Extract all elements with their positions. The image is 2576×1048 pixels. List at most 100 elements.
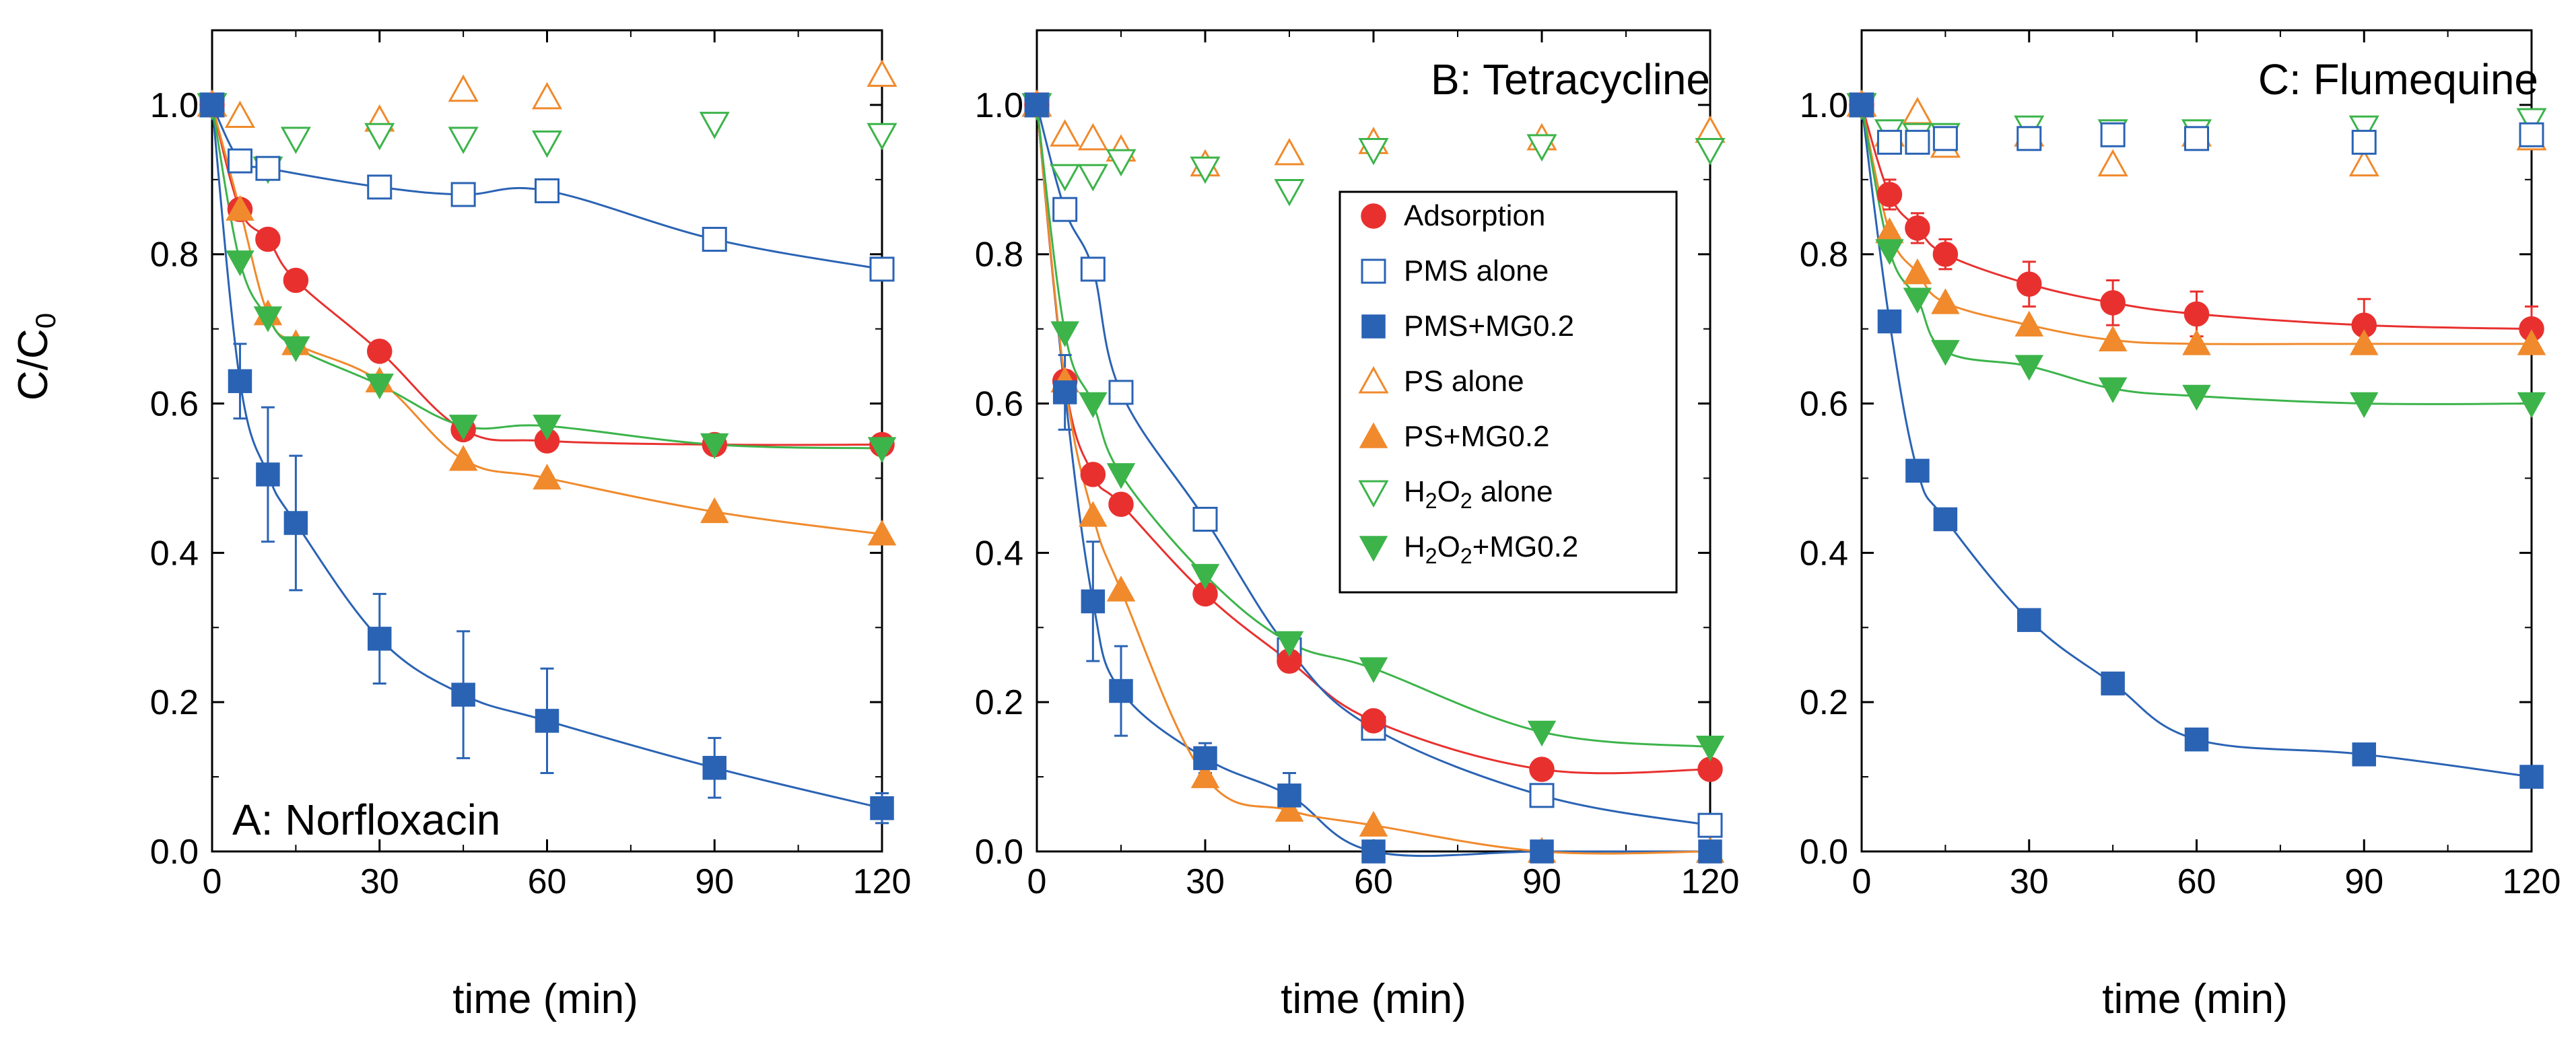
data-point-h2o2_mg — [1875, 239, 1904, 265]
legend-marker-h2o2_alone — [1358, 480, 1389, 508]
legend-label-ps_alone: PS alone — [1404, 365, 1524, 398]
data-point-pms_mg — [2519, 765, 2544, 789]
data-point-pms_alone — [1932, 126, 1958, 151]
y-tick-label: 0.4 — [975, 534, 1023, 573]
data-point-h2o2_mg — [2098, 377, 2128, 403]
data-point-ps_mg — [1875, 217, 1904, 244]
data-point-ps_alone — [531, 81, 563, 110]
legend-label-sub: 2 — [1460, 544, 1472, 568]
data-point-ps_mg — [448, 445, 478, 471]
data-point-ps_alone — [1902, 96, 1933, 125]
data-point-h2o2_mg — [226, 250, 255, 277]
data-point-ps_alone — [2097, 149, 2128, 177]
legend-label-part: O — [1437, 530, 1460, 563]
y-tick-label: 0.8 — [150, 236, 199, 275]
data-point-ps_mg — [700, 497, 729, 524]
data-point-h2o2_alone — [1526, 134, 1557, 162]
x-axis-title-c: time (min) — [2102, 976, 2288, 1022]
data-point-h2o2_alone — [1695, 137, 1726, 166]
legend-marker-ps_mg — [1359, 422, 1388, 448]
x-tick-label: 120 — [1681, 862, 1740, 901]
data-point-pms_mg — [1698, 839, 1722, 864]
data-point-pms_mg — [2352, 742, 2376, 767]
y-tick-label: 0.6 — [975, 385, 1023, 424]
data-point-pms_alone — [1697, 812, 1723, 838]
legend-label-adsorption: Adsorption — [1404, 199, 1545, 232]
data-point-pms_mg — [1277, 783, 1301, 808]
data-point-h2o2_mg — [2014, 355, 2044, 381]
data-point-h2o2_mg — [1359, 657, 1388, 683]
legend-label-ps_mg: PS+MG0.2 — [1404, 420, 1549, 453]
data-point-adsorption — [1932, 241, 1959, 267]
panel-title-b: B: Tetracycline — [1431, 55, 1710, 104]
legend-label-pms_alone: PMS alone — [1404, 254, 1549, 287]
legend-marker-h2o2_mg — [1359, 536, 1388, 562]
data-point-adsorption — [283, 267, 309, 293]
data-point-h2o2_alone — [2348, 115, 2379, 143]
data-point-pms_alone — [367, 174, 393, 200]
y-tick-label: 0.8 — [1800, 236, 1848, 275]
data-point-h2o2_alone — [364, 123, 395, 151]
data-point-h2o2_alone — [1106, 149, 1137, 177]
y-tick-label: 0.8 — [975, 236, 1023, 275]
data-point-pms_mg — [1877, 309, 1902, 334]
y-axis-title-subscript: 0 — [30, 313, 61, 328]
x-tick-label: 0 — [1852, 862, 1872, 901]
data-point-pms_mg — [228, 369, 252, 394]
data-point-pms_alone — [2519, 122, 2544, 147]
data-point-adsorption — [2016, 271, 2042, 297]
x-tick-label: 60 — [2177, 862, 2216, 901]
data-point-ps_mg — [1079, 501, 1108, 527]
data-point-ps_mg — [1931, 288, 1960, 314]
panel-c: 0 30 60 90 120 0.0 0.2 0.4 0.6 0.8 1.0 — [1800, 29, 2561, 901]
data-point-pms_alone — [450, 182, 476, 207]
data-point-h2o2_mg — [1903, 287, 1932, 314]
legend-label-sub: 2 — [1460, 489, 1472, 513]
data-point-ps_alone — [1077, 123, 1108, 151]
data-point-pms_alone — [702, 227, 727, 252]
data-point-ps_mg — [867, 520, 897, 546]
data-point-adsorption — [1905, 215, 1930, 241]
data-point-pms_mg — [1052, 380, 1077, 405]
data-point-h2o2_alone — [1358, 137, 1389, 166]
data-point-pms_mg — [2101, 671, 2125, 696]
data-point-h2o2_mg — [867, 437, 897, 463]
y-tick-label: 0.2 — [975, 683, 1023, 722]
y-axis-title: C/C0 — [10, 313, 61, 400]
data-point-h2o2_alone — [280, 127, 311, 154]
data-point-pms_mg — [1850, 93, 1874, 117]
x-axis-title-b: time (min) — [1281, 976, 1466, 1022]
y-tick-label: 0.0 — [150, 833, 199, 872]
data-point-h2o2_alone — [1274, 178, 1305, 207]
data-point-pms_mg — [1109, 678, 1133, 703]
data-point-adsorption — [1361, 708, 1386, 734]
x-tick-label: 90 — [2344, 862, 2383, 901]
x-axis-title-a: time (min) — [452, 976, 638, 1022]
data-point-adsorption — [367, 339, 393, 364]
legend-label-part: H — [1404, 530, 1425, 563]
data-point-ps_mg — [2014, 310, 2044, 337]
x-tick-label: 30 — [1186, 862, 1225, 901]
data-point-pms_alone — [1080, 256, 1106, 282]
legend-marker-pms_mg — [1361, 314, 1386, 339]
data-point-ps_mg — [533, 463, 562, 490]
data-point-h2o2_alone — [2516, 108, 2547, 136]
data-point-pms_alone — [869, 256, 895, 282]
legend-label-sub: 2 — [1425, 489, 1437, 513]
legend-marker-adsorption — [1361, 203, 1386, 229]
y-tick-label: 0.2 — [1800, 683, 1848, 722]
y-tick-label: 1.0 — [975, 86, 1023, 125]
data-point-ps_alone — [1274, 137, 1305, 166]
data-point-h2o2_alone — [699, 112, 730, 139]
data-point-adsorption — [1108, 491, 1134, 518]
data-point-ps_mg — [1275, 796, 1304, 822]
y-tick-label: 1.0 — [1800, 86, 1848, 125]
data-point-pms_mg — [200, 93, 224, 117]
x-tick-label: 60 — [528, 862, 567, 901]
data-point-ps_mg — [1106, 575, 1136, 602]
x-tick-label: 30 — [360, 862, 399, 901]
data-point-h2o2_alone — [1190, 156, 1221, 184]
data-point-pms_mg — [2017, 608, 2041, 632]
legend-label-pms_mg: PMS+MG0.2 — [1404, 310, 1574, 343]
data-point-adsorption — [1876, 182, 1903, 207]
